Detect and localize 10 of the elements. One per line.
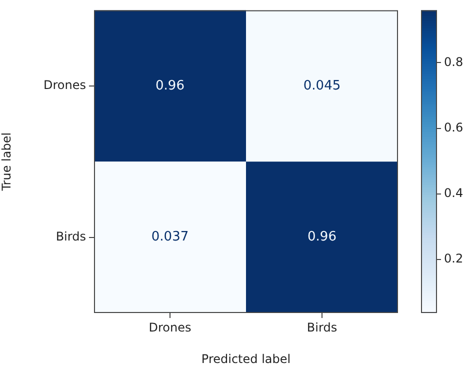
data-label: 0.96 — [308, 230, 336, 245]
data-label: 0.037 — [151, 230, 189, 245]
data-label: 0.96 — [156, 78, 184, 94]
x-axis-title: Predicted label — [201, 352, 291, 366]
color-bar-label: 0.2 — [444, 252, 464, 266]
color-bar-label: 0.6 — [444, 120, 464, 134]
color-bar-label: 0.4 — [444, 186, 464, 200]
y-axis-title: True label — [0, 132, 14, 192]
data-label: 0.045 — [303, 78, 341, 94]
color-bar-label: 0.8 — [444, 54, 464, 69]
